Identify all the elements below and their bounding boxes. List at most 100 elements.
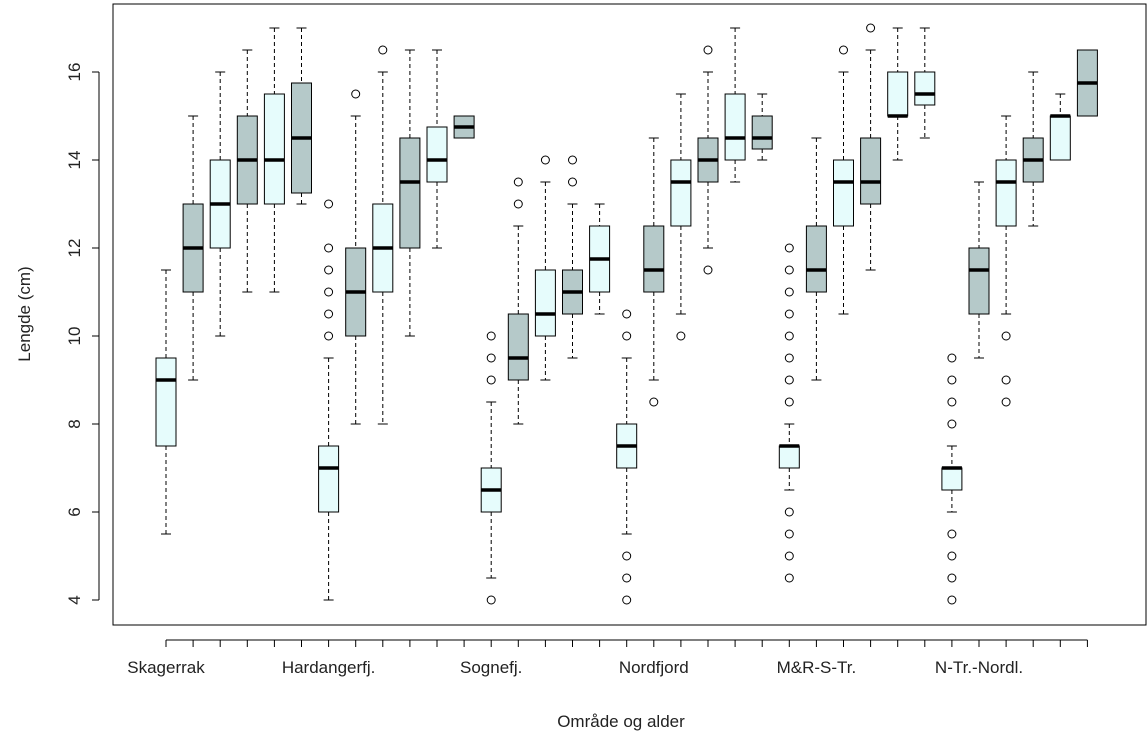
outlier-point: [947, 353, 957, 363]
outlier-point: [947, 573, 957, 583]
outlier-point: [703, 265, 713, 275]
box-body: [399, 137, 421, 249]
x-tick-label: Hardangerfj.: [282, 658, 376, 677]
outlier-point: [947, 419, 957, 429]
outlier-point: [622, 595, 632, 605]
box-8: [345, 89, 367, 425]
box-body: [670, 159, 692, 227]
outlier-point: [947, 397, 957, 407]
box-12: [453, 115, 475, 139]
outlier-point: [324, 287, 334, 297]
box-27: [860, 23, 882, 271]
box-20: [670, 93, 692, 341]
box-31: [968, 181, 990, 359]
outlier-point: [947, 375, 957, 385]
outlier-point: [784, 287, 794, 297]
outlier-point: [486, 353, 496, 363]
box-body: [805, 225, 827, 293]
outlier-point: [324, 331, 334, 341]
box-5: [263, 27, 285, 293]
box-body: [751, 115, 773, 150]
outlier-point: [324, 243, 334, 253]
y-tick-label: 8: [65, 419, 84, 428]
box-11: [426, 49, 448, 249]
box-34: [1049, 93, 1071, 161]
box-7: [318, 199, 340, 601]
box-28: [887, 27, 909, 161]
y-tick-label: 14: [65, 151, 84, 170]
box-24: [778, 243, 800, 583]
box-body: [833, 159, 854, 227]
outlier-point: [676, 331, 686, 341]
outlier-point: [784, 375, 794, 385]
box-2: [182, 115, 204, 381]
box-22: [724, 27, 746, 183]
box-25: [805, 137, 827, 381]
x-tick-label: Nordfjord: [619, 658, 689, 677]
outlier-point: [784, 507, 794, 517]
y-axis: 4 6 8 10 12 14 16: [65, 63, 100, 605]
outlier-point: [784, 397, 794, 407]
box-17: [589, 203, 611, 315]
outlier-point: [568, 155, 577, 165]
box-6: [291, 27, 312, 205]
outlier-point: [1001, 375, 1011, 385]
x-tick-label: Skagerrak: [127, 658, 205, 677]
outlier-point: [622, 573, 632, 583]
outlier-point: [513, 199, 523, 209]
outlier-point: [784, 331, 794, 341]
outlier-point: [378, 45, 388, 55]
outlier-point: [947, 551, 957, 561]
box-body: [534, 269, 556, 337]
box-15: [534, 155, 556, 381]
outlier-point: [1001, 397, 1011, 407]
box-33: [1022, 71, 1044, 227]
outlier-point: [784, 573, 794, 583]
outlier-point: [486, 331, 496, 341]
outlier-point: [947, 595, 957, 605]
box-body: [263, 93, 285, 205]
outlier-point: [784, 551, 794, 561]
box-13: [480, 331, 502, 605]
box-body: [724, 93, 746, 161]
box-9: [372, 45, 394, 425]
x-tick-label: N-Tr.-Nordl.: [935, 658, 1023, 677]
x-axis-title: Område og alder: [557, 712, 685, 731]
outlier-point: [324, 265, 334, 275]
outlier-point: [784, 529, 794, 539]
y-tick-label: 12: [65, 239, 84, 258]
x-tick-label: Sognefj.: [460, 658, 522, 677]
outlier-point: [622, 309, 632, 319]
y-tick-label: 10: [65, 327, 84, 346]
outlier-point: [486, 595, 496, 605]
outlier-point: [784, 309, 794, 319]
box-18: [616, 309, 638, 605]
box-body: [778, 445, 800, 469]
x-tick-label: M&R-S-Tr.: [777, 658, 857, 677]
outlier-point: [1001, 331, 1011, 341]
box-body: [860, 137, 882, 205]
box-3: [209, 71, 231, 337]
box-body: [1049, 115, 1071, 161]
box-19: [643, 137, 665, 407]
box-body: [914, 71, 936, 106]
box-30: [941, 353, 963, 605]
y-tick-label: 6: [65, 507, 84, 516]
outlier-point: [703, 45, 713, 55]
box-16: [562, 155, 583, 359]
y-tick-label: 16: [65, 63, 84, 82]
boxes-group: [155, 23, 1098, 605]
box-26: [833, 45, 854, 315]
outlier-point: [947, 529, 957, 539]
box-29: [914, 27, 936, 139]
outlier-point: [568, 177, 577, 187]
y-tick-label: 4: [65, 595, 84, 604]
box-23: [751, 93, 773, 161]
x-axis: Skagerrak Hardangerfj. Sognefj. Nordfjord M&…: [127, 639, 1088, 677]
outlier-point: [784, 243, 794, 253]
box-body: [426, 126, 448, 183]
outlier-point: [649, 397, 659, 407]
outlier-point: [486, 375, 496, 385]
box-body: [887, 71, 909, 117]
